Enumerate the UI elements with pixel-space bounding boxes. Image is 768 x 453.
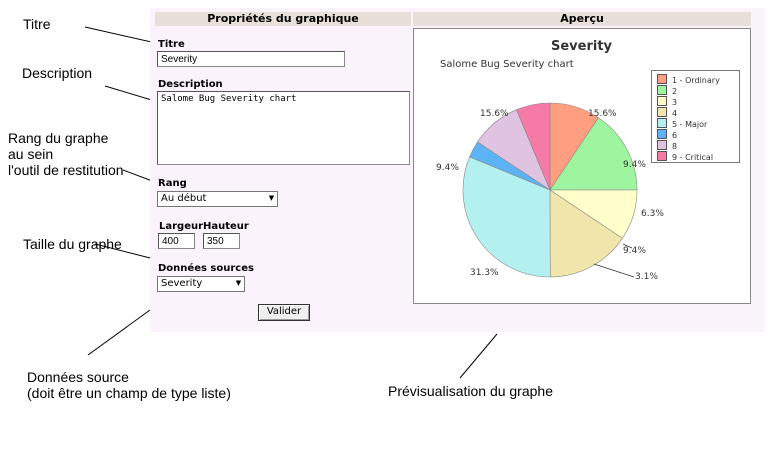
title-label: Titre [158, 39, 185, 50]
height-input[interactable] [203, 233, 240, 249]
legend-swatch [657, 107, 667, 117]
legend-label: 1 - Ordinary [672, 76, 720, 85]
chart-legend: 1 - Ordinary 2 3 4 5 - Major 6 8 9 - Critical [651, 70, 740, 163]
legend-label: 8 [672, 142, 678, 151]
preview-header: Aperçu [413, 12, 751, 26]
slice-leader-line [622, 243, 633, 249]
legend-swatch [657, 140, 667, 150]
legend-swatch [657, 74, 667, 84]
chevron-down-icon: ▼ [268, 194, 275, 202]
annotation-rang: Rang du graphe au sein l'outil de restit… [8, 130, 124, 178]
annotation-previsualisation: Prévisualisation du graphe [388, 383, 553, 399]
width-input[interactable] [158, 233, 195, 249]
slice-percent-label: 6.3% [641, 209, 664, 219]
pie-slice [549, 189, 623, 278]
legend-label: 5 - Major [672, 120, 708, 129]
legend-swatch [657, 118, 667, 128]
chevron-down-icon: ▼ [235, 279, 242, 287]
legend-entry: 8 [657, 140, 678, 151]
chart-title: Severity [551, 39, 613, 54]
legend-label: 9 - Critical [672, 153, 714, 162]
annotation-description: Description [22, 65, 93, 81]
annotation-donnees: Données source (doit être un champ de ty… [27, 369, 231, 401]
legend-swatch [657, 85, 667, 95]
description-textarea[interactable]: Salome Bug Severity chart [157, 91, 410, 165]
rank-label: Rang [158, 178, 187, 189]
slice-percent-label: 9.4% [623, 246, 646, 256]
annotation-taille: Taille du graphe [23, 236, 122, 252]
legend-entry: 4 [657, 107, 678, 118]
legend-entry: 5 - Major [657, 118, 708, 129]
source-select[interactable]: Severity ▼ [157, 276, 245, 292]
height-label: Hauteur [203, 221, 249, 232]
slice-percent-label: 9.4% [436, 163, 459, 173]
slice-percent-label: 3.1% [635, 272, 658, 282]
description-label: Description [158, 79, 223, 90]
pie-slice [462, 156, 551, 278]
description-value: Salome Bug Severity chart [161, 94, 297, 104]
legend-swatch [657, 129, 667, 139]
source-label: Données sources [158, 263, 254, 274]
slice-percent-label: 9.4% [623, 160, 646, 170]
title-input[interactable] [157, 51, 345, 67]
legend-entry: 9 - Critical [657, 151, 714, 162]
legend-label: 4 [672, 109, 678, 118]
chart-preview: Severity Salome Bug Severity chart 1 - O… [413, 28, 751, 304]
pie-chart [462, 102, 638, 278]
pie-slice [549, 117, 638, 191]
source-select-value: Severity [161, 278, 203, 289]
slice-leader-line [593, 263, 635, 278]
legend-swatch [657, 151, 667, 161]
properties-header: Propriétés du graphique [155, 12, 411, 26]
legend-entry: 1 - Ordinary [657, 74, 720, 85]
legend-swatch [657, 96, 667, 106]
rank-select[interactable]: Au début ▼ [157, 191, 278, 207]
slice-percent-label: 15.6% [480, 109, 509, 119]
pie-slice [516, 102, 551, 191]
slice-percent-label: 31.3% [470, 268, 499, 278]
legend-entry: 6 [657, 129, 678, 140]
legend-entry: 2 [657, 85, 678, 96]
legend-label: 2 [672, 87, 678, 96]
annotation-titre: Titre [23, 16, 51, 32]
submit-button[interactable]: Valider [258, 304, 310, 321]
legend-label: 6 [672, 131, 678, 140]
slice-percent-label: 15.6% [588, 109, 617, 119]
rank-select-value: Au début [161, 193, 207, 204]
chart-subtitle: Salome Bug Severity chart [440, 59, 574, 70]
legend-entry: 3 [657, 96, 678, 107]
legend-label: 3 [672, 98, 678, 107]
width-label: Largeur [159, 221, 204, 232]
